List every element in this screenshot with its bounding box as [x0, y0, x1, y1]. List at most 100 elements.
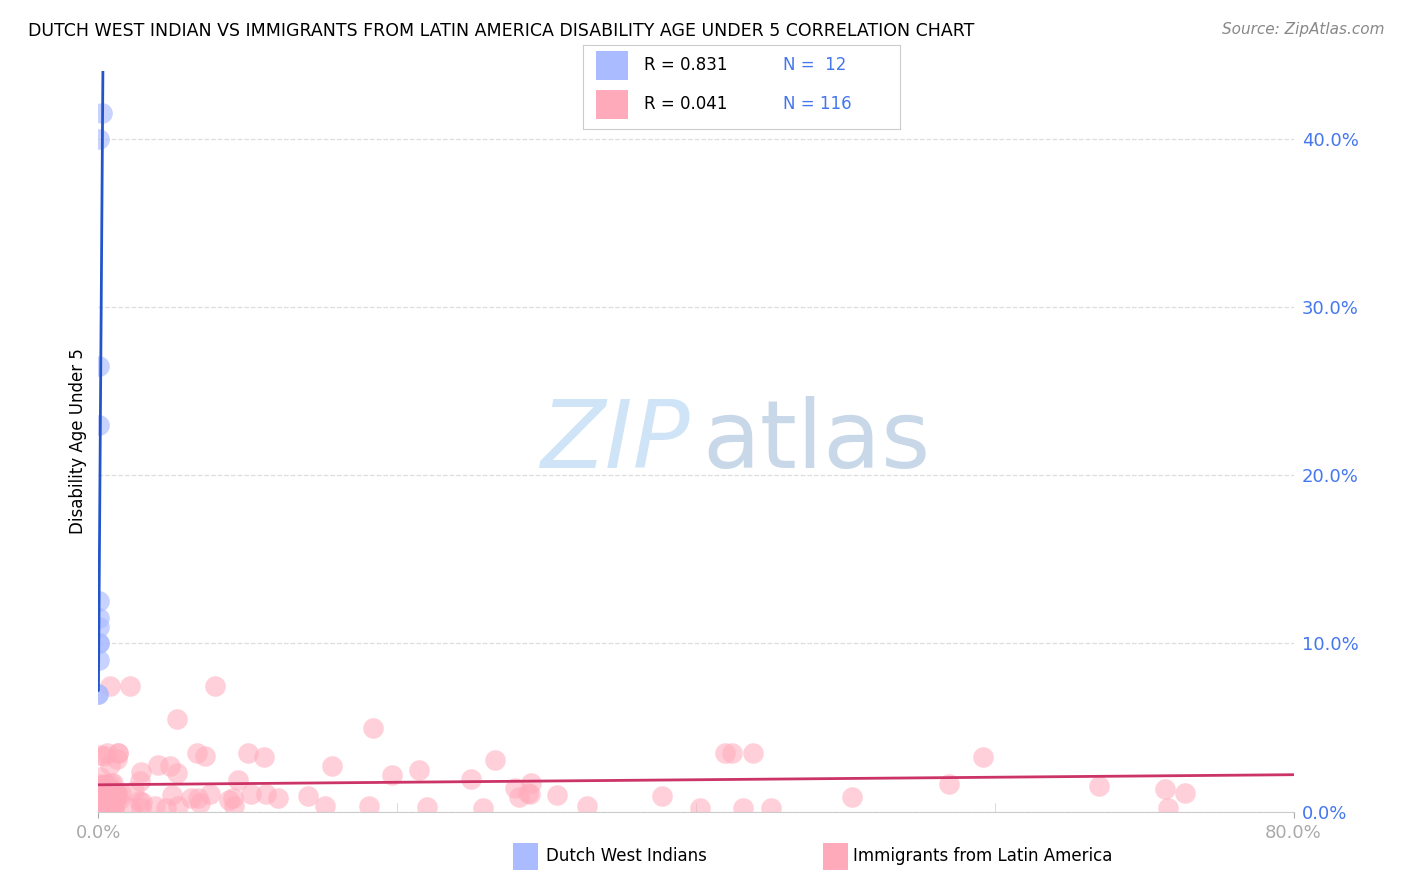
Point	[98, 758, 121, 772]
Point	[91, 798, 114, 813]
Point	[94, 797, 117, 811]
Point	[108, 793, 131, 807]
Point	[218, 793, 240, 807]
Point	[89, 782, 111, 797]
Point	[143, 799, 166, 814]
Point	[471, 801, 494, 815]
Point	[110, 786, 132, 800]
Point	[129, 801, 152, 815]
Point	[96, 786, 118, 800]
Y-axis label: Disability Age Under 5: Disability Age Under 5	[69, 349, 87, 534]
Point	[131, 795, 153, 809]
Text: N =  12: N = 12	[783, 56, 846, 74]
Point	[576, 798, 599, 813]
Point	[100, 795, 122, 809]
Point	[105, 787, 128, 801]
Point	[97, 778, 120, 792]
Point	[87, 359, 110, 373]
Point	[1174, 786, 1197, 800]
Point	[107, 746, 129, 760]
Point	[731, 800, 754, 814]
Point	[520, 776, 543, 790]
Point	[180, 791, 202, 805]
Point	[416, 799, 439, 814]
Point	[103, 801, 125, 815]
Point	[87, 417, 110, 432]
Point	[1153, 781, 1175, 796]
Point	[87, 687, 110, 701]
Point	[222, 799, 245, 814]
Point	[381, 768, 404, 782]
Point	[194, 748, 217, 763]
Point	[689, 801, 711, 815]
Point	[89, 789, 111, 804]
Point	[93, 781, 115, 796]
Point	[503, 780, 526, 795]
Point	[93, 801, 115, 815]
Point	[97, 801, 120, 815]
Point	[89, 771, 111, 785]
Point	[89, 777, 111, 791]
Point	[167, 798, 190, 813]
Point	[91, 106, 114, 120]
Point	[267, 791, 290, 805]
Point	[297, 789, 319, 804]
Point	[89, 594, 111, 608]
Text: R = 0.041: R = 0.041	[644, 95, 727, 113]
Point	[972, 749, 994, 764]
Point	[186, 746, 208, 760]
Point	[148, 757, 170, 772]
Point	[1088, 779, 1111, 793]
Point	[89, 747, 111, 762]
Point	[93, 749, 115, 764]
Point	[101, 801, 124, 815]
Point	[104, 794, 127, 808]
Point	[87, 636, 110, 650]
Point	[128, 774, 150, 789]
Point	[101, 775, 124, 789]
Point	[408, 764, 430, 778]
Point	[122, 784, 145, 798]
Point	[236, 746, 259, 760]
Bar	[596, 51, 627, 80]
Point	[96, 796, 118, 810]
Text: R = 0.831: R = 0.831	[644, 56, 727, 74]
Point	[87, 687, 110, 701]
Point	[938, 777, 960, 791]
Point	[1157, 801, 1180, 815]
Point	[104, 790, 127, 805]
Point	[107, 746, 129, 760]
Point	[460, 772, 482, 786]
Point	[90, 778, 112, 792]
Point	[89, 619, 111, 633]
Text: Dutch West Indians: Dutch West Indians	[546, 847, 706, 865]
Point	[188, 796, 211, 810]
Point	[93, 801, 115, 815]
Point	[155, 801, 177, 815]
Text: Source: ZipAtlas.com: Source: ZipAtlas.com	[1222, 22, 1385, 37]
Point	[226, 772, 249, 787]
Point	[187, 791, 209, 805]
Point	[89, 801, 111, 815]
Point	[508, 790, 530, 805]
Point	[120, 801, 142, 815]
Point	[160, 788, 183, 802]
Point	[129, 764, 152, 779]
Point	[103, 801, 125, 815]
Point	[97, 799, 120, 814]
Point	[104, 784, 127, 798]
Point	[321, 758, 343, 772]
Point	[517, 785, 540, 799]
Point	[159, 759, 181, 773]
Point	[89, 611, 111, 625]
Point	[105, 791, 128, 805]
Point	[100, 801, 122, 815]
Point	[101, 797, 124, 811]
Point	[96, 746, 118, 760]
Point	[96, 798, 118, 813]
Point	[314, 798, 336, 813]
Point	[87, 636, 110, 650]
Point	[546, 788, 568, 802]
Point	[198, 787, 221, 801]
Point	[721, 746, 744, 760]
